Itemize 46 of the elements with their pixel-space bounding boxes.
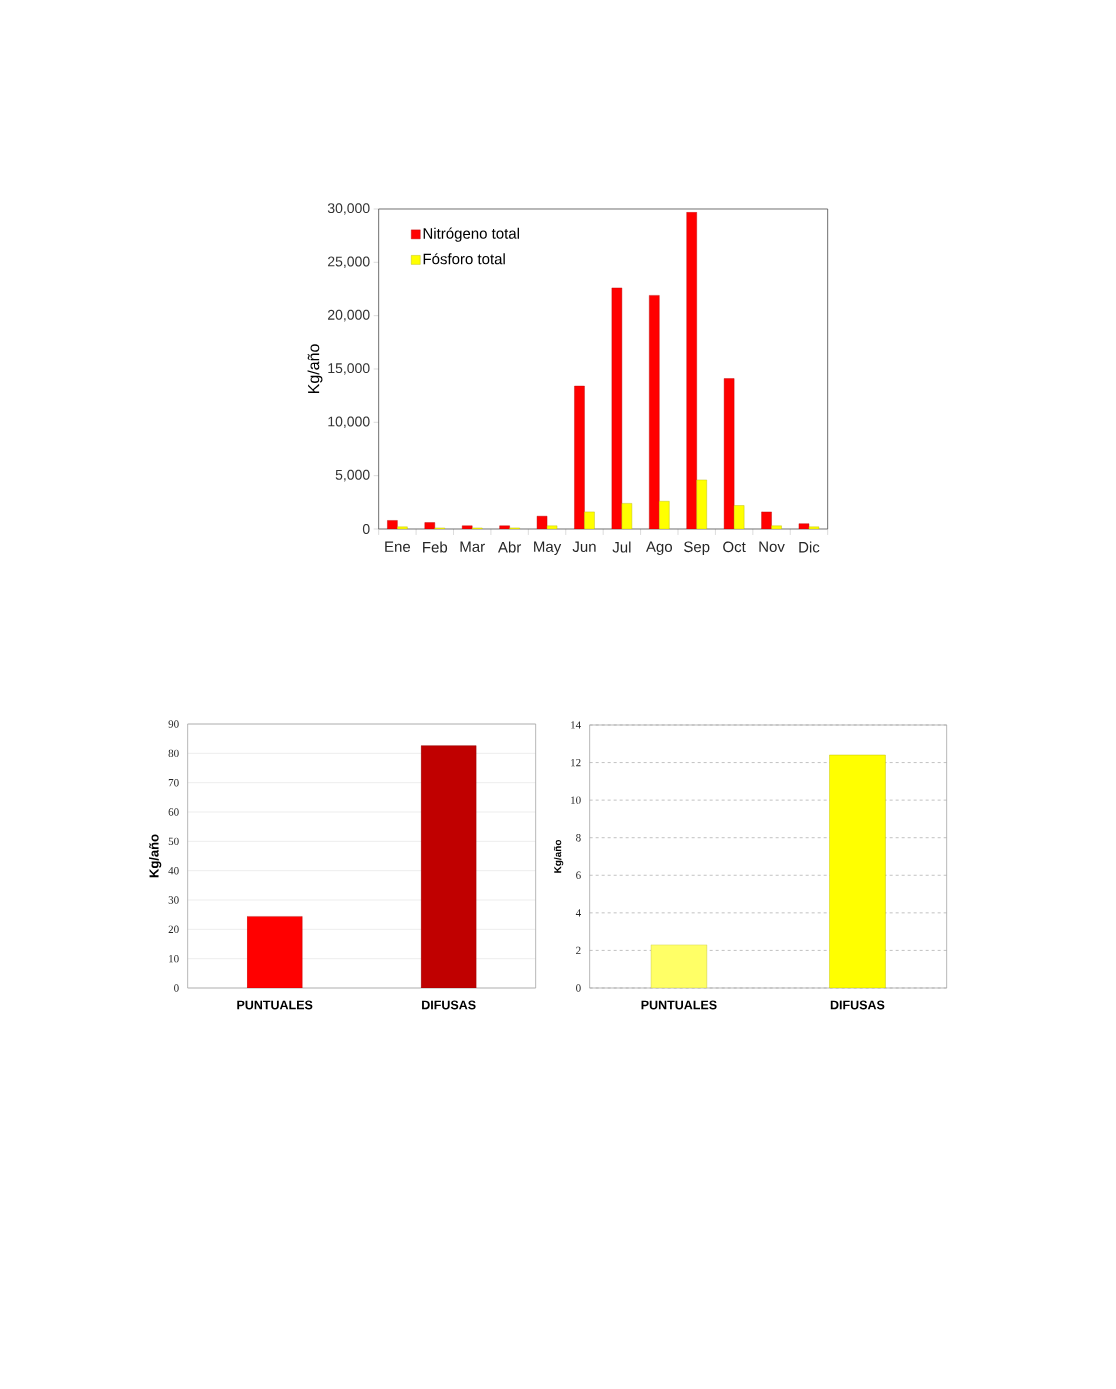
legend-label: Fósforo total xyxy=(423,253,505,265)
y-tick-label: 10 xyxy=(169,954,179,963)
x-tick-label: Abr xyxy=(498,541,522,553)
y-tick-label: 20 xyxy=(168,925,179,934)
y-tick-label: 0 xyxy=(363,524,370,534)
x-tick-label: PUNTUALES xyxy=(237,1000,313,1010)
x-tick-label: Mar xyxy=(460,541,486,552)
y-tick-label: 10 xyxy=(571,796,581,804)
y-tick-label: 20,000 xyxy=(328,309,370,322)
y-tick-label: 25,000 xyxy=(328,256,370,269)
y-tick-label: 4 xyxy=(576,909,582,917)
y-tick-label: 14 xyxy=(571,721,582,729)
y-tick-label: 12 xyxy=(571,758,581,767)
y-tick-label: 6 xyxy=(576,871,581,879)
y-axis-title: Kg/año xyxy=(554,839,564,873)
y-axis-title: Kg/año xyxy=(307,344,323,394)
y-tick-label: 8 xyxy=(576,834,581,842)
y-tick-label: 90 xyxy=(168,720,179,728)
y-tick-label: 0 xyxy=(576,984,581,992)
y-tick-label: 30,000 xyxy=(328,203,370,215)
x-tick-label: Ago xyxy=(646,541,673,555)
y-tick-label: 5,000 xyxy=(335,469,370,482)
x-tick-label: Ene xyxy=(385,541,411,552)
y-tick-label: 50 xyxy=(168,837,179,846)
x-tick-label: Sep xyxy=(684,541,710,556)
x-tick-label: Jul xyxy=(612,541,631,553)
y-tick-label: 60 xyxy=(168,808,179,816)
y-tick-label: 2 xyxy=(576,946,581,955)
y-tick-label: 70 xyxy=(169,778,179,787)
legend-label: Nitrógeno total xyxy=(423,227,520,242)
x-tick-label: PUNTUALES xyxy=(641,1000,717,1010)
x-tick-label: DIFUSAS xyxy=(422,1000,476,1010)
y-tick-label: 0 xyxy=(174,984,179,992)
y-tick-label: 40 xyxy=(168,866,179,875)
x-tick-label: Feb xyxy=(423,541,448,553)
y-tick-label: 80 xyxy=(168,749,179,758)
x-tick-label: Jun xyxy=(572,541,596,552)
y-axis-title: Kg/año xyxy=(149,834,162,878)
x-tick-label: DIFUSAS xyxy=(830,1000,885,1010)
y-tick-label: 15,000 xyxy=(328,363,370,375)
x-tick-label: Dic xyxy=(799,541,820,553)
x-tick-label: Nov xyxy=(759,541,785,552)
y-tick-label: 30 xyxy=(168,896,179,904)
x-tick-label: Oct xyxy=(723,541,746,553)
y-tick-label: 10,000 xyxy=(328,416,370,429)
x-tick-label: May xyxy=(534,541,562,555)
